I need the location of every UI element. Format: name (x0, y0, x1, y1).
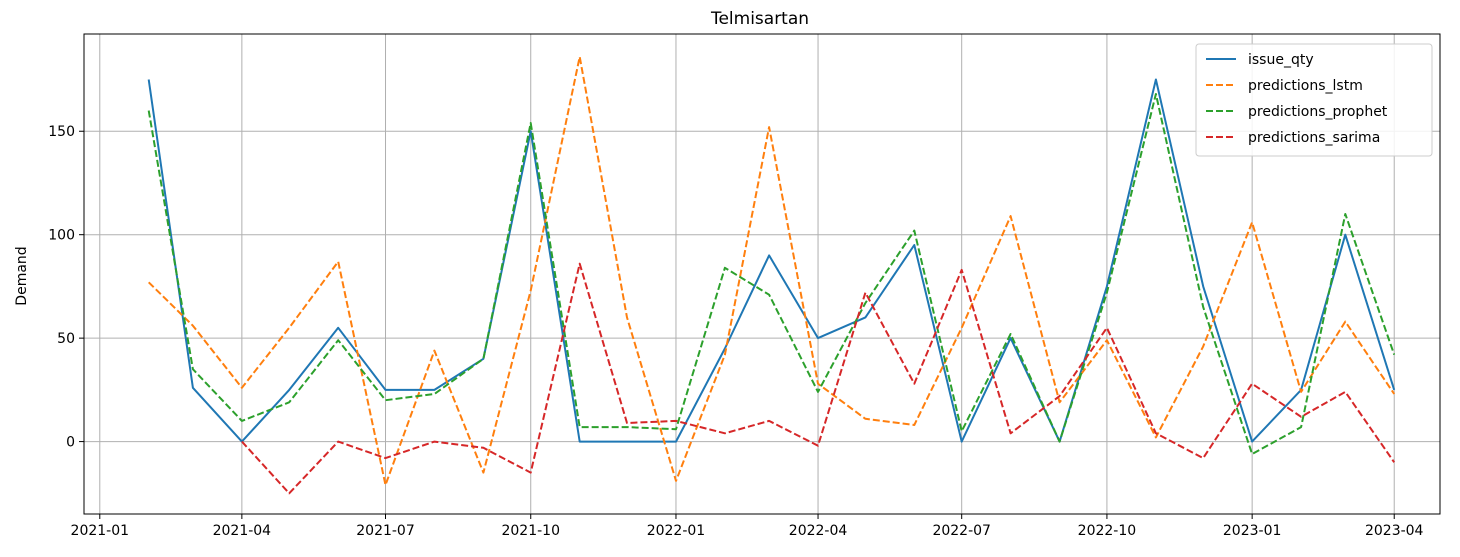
x-tick-label: 2023-01 (1223, 523, 1282, 539)
y-tick-label: 150 (48, 124, 75, 140)
x-tick-label: 2022-01 (647, 523, 706, 539)
legend-label: predictions_sarima (1248, 130, 1380, 146)
x-tick-label: 2022-04 (789, 523, 848, 539)
plot-frame (83, 33, 1441, 515)
x-tick-label: 2021-10 (501, 523, 560, 539)
x-tick-label: 2022-10 (1078, 523, 1137, 539)
legend-label: predictions_lstm (1248, 78, 1363, 94)
axis-ticks: 2021-01 2021-04 2021-07 2021-10 2022-01 2022-… (48, 124, 1423, 539)
x-tick-label: 2022-07 (932, 523, 991, 539)
legend: issue_qty predictions_lstm predictions_pro… (1195, 43, 1433, 157)
y-tick-label: 100 (48, 228, 75, 244)
y-tick-label: 50 (57, 331, 75, 347)
series-line-predictions-prophet (147, 93, 1396, 455)
x-tick-label: 2023-04 (1365, 523, 1424, 539)
x-tick-label: 2021-04 (213, 523, 272, 539)
series-lines (147, 55, 1396, 495)
x-tick-label: 2021-07 (356, 523, 415, 539)
series-line-issue-qty (147, 78, 1396, 443)
y-axis-label: Demand (14, 246, 30, 305)
legend-box (1195, 43, 1433, 157)
x-tick-label: 2021-01 (71, 523, 130, 539)
legend-label: predictions_prophet (1248, 104, 1388, 120)
y-tick-label: 0 (66, 435, 75, 451)
chart-title: Telmisartan (710, 9, 809, 29)
series-line-predictions-lstm (147, 55, 1396, 486)
series-line-predictions-sarima (241, 262, 1396, 495)
legend-label: issue_qty (1248, 52, 1314, 68)
